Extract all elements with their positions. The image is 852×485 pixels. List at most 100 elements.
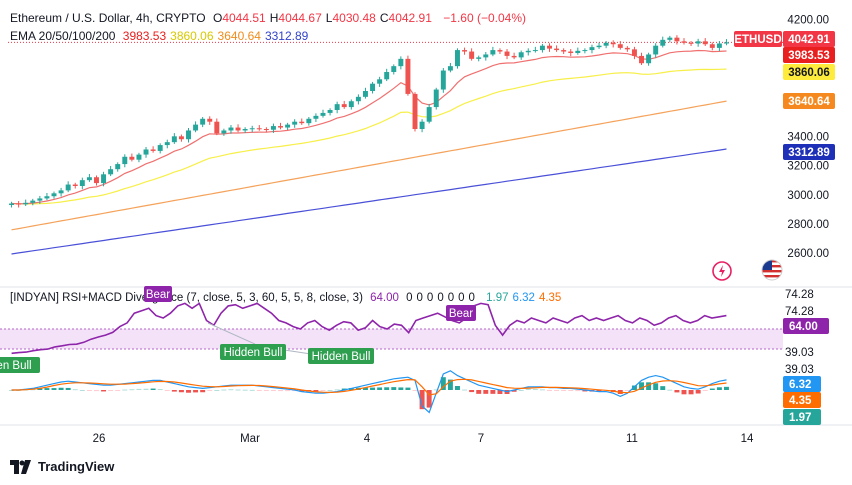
indicator-badge: [783, 376, 821, 392]
candle-body: [688, 42, 694, 44]
candle-body: [86, 177, 92, 181]
ohlc-label-c: C: [379, 11, 389, 25]
candle-body: [412, 93, 418, 129]
symbol-legend: Ethereum / U.S. Dollar, 4h, CRYPTO O4044…: [10, 11, 530, 25]
macd-histogram-bar: [511, 390, 517, 392]
macd-histogram-bar: [37, 388, 43, 390]
candle-body: [554, 48, 560, 51]
candle-body: [547, 45, 552, 49]
candle-body: [171, 136, 177, 143]
tradingview-footer[interactable]: TradingView: [10, 459, 114, 474]
candle-body: [419, 121, 425, 129]
macd-histogram-bar: [723, 386, 729, 390]
price-badge-label: 3860.06: [788, 67, 830, 79]
price-badge-label: 4042.91: [788, 34, 830, 46]
candle-body: [646, 54, 652, 64]
macd-histogram-bar: [709, 388, 715, 390]
price-tick: 2800.00: [787, 219, 829, 231]
macd-histogram-bar: [695, 390, 701, 394]
candle-body: [115, 164, 121, 170]
candle-body: [348, 101, 354, 108]
price-tick: 3400.00: [787, 131, 829, 143]
ohlc-values: O4044.51 H4044.67 L4030.48 C4042.91: [213, 11, 436, 25]
macd-histogram-bar: [688, 390, 694, 395]
macd-value: 6.32: [512, 292, 535, 304]
candle-body: [122, 156, 128, 165]
ohlc-label-h: H: [269, 11, 279, 25]
lightning-icon[interactable]: [711, 260, 733, 282]
candle-body: [518, 52, 524, 58]
macd-histogram-bar: [455, 386, 460, 390]
ohlc-value-c: 4042.91: [388, 11, 432, 25]
indicator-badge: [783, 409, 821, 425]
ema-legend: EMA 20/50/100/200 3983.53 3860.06 3640.64 3…: [10, 29, 316, 43]
candle-body: [447, 66, 453, 71]
price-tick: 2600.00: [787, 248, 829, 260]
divergence-line: [207, 322, 256, 345]
rsi-line: [11, 302, 727, 355]
price-badge-label: 3640.64: [788, 96, 830, 108]
indicator-badge-label: 1.97: [789, 412, 811, 424]
ema-value: 3312.89: [264, 29, 309, 43]
candle-body: [193, 124, 199, 131]
macd-histogram-bar: [285, 390, 291, 392]
macd-histogram-bar: [235, 389, 241, 391]
candle-body: [9, 203, 15, 205]
indicator-zero: 0: [426, 292, 434, 304]
macd-histogram-bar: [242, 389, 248, 391]
indicator-zero: 0: [468, 292, 475, 304]
candle-body: [44, 196, 50, 199]
time-tick: 11: [626, 433, 638, 445]
macd-histogram-bar: [143, 388, 149, 390]
macd-histogram-bar: [341, 388, 347, 390]
macd-histogram-bar: [221, 389, 227, 391]
macd-histogram-bar: [122, 389, 128, 391]
macd-histogram-bar: [193, 390, 199, 393]
us-flag-icon[interactable]: [761, 259, 783, 281]
candle-body: [341, 104, 347, 108]
ohlc-value-h: 4044.67: [278, 11, 322, 25]
candle-body: [256, 128, 262, 130]
indicator-tick: 39.03: [785, 347, 814, 359]
signal-label-box: [308, 348, 374, 364]
macd-histogram-bar: [299, 390, 305, 392]
candle-body: [186, 130, 191, 140]
candle-body: [136, 154, 142, 160]
indicator-zero: 0: [458, 292, 465, 304]
macd-histogram-bar: [469, 390, 475, 393]
macd-histogram-bar: [108, 390, 114, 391]
macd-histogram-bar: [539, 389, 545, 391]
time-tick: 7: [478, 433, 484, 445]
ema50-line: [11, 68, 727, 205]
macd-histogram-bar: [398, 387, 404, 390]
candle-body: [469, 51, 475, 59]
candle-body: [94, 177, 99, 184]
candle-body: [263, 129, 269, 130]
signal-line: [11, 378, 727, 396]
indicator-badge: [783, 392, 821, 408]
macd-histogram-bar: [129, 389, 135, 391]
macd-histogram-bar: [44, 388, 50, 390]
candle-body: [235, 127, 241, 131]
candle-body: [334, 104, 340, 110]
candle-body: [716, 43, 722, 48]
macd-histogram-bar: [412, 390, 418, 391]
candle-body: [702, 41, 708, 45]
price-badge-label: 3312.89: [788, 147, 830, 159]
ohlc-label-l: L: [325, 11, 333, 25]
candle-body: [327, 110, 333, 113]
candle-body: [23, 202, 29, 205]
candle-body: [426, 107, 432, 122]
candle-body: [398, 58, 404, 67]
macd-line: [11, 370, 727, 414]
candle-body: [178, 136, 184, 140]
macd-histogram-bar: [674, 390, 680, 393]
candle-body: [51, 193, 57, 197]
candle-body: [384, 72, 390, 80]
macd-histogram-bar: [716, 387, 722, 390]
candle-body: [242, 129, 248, 131]
candle-body: [37, 198, 43, 201]
candle-body: [292, 121, 298, 125]
macd-histogram-bar: [58, 387, 64, 390]
